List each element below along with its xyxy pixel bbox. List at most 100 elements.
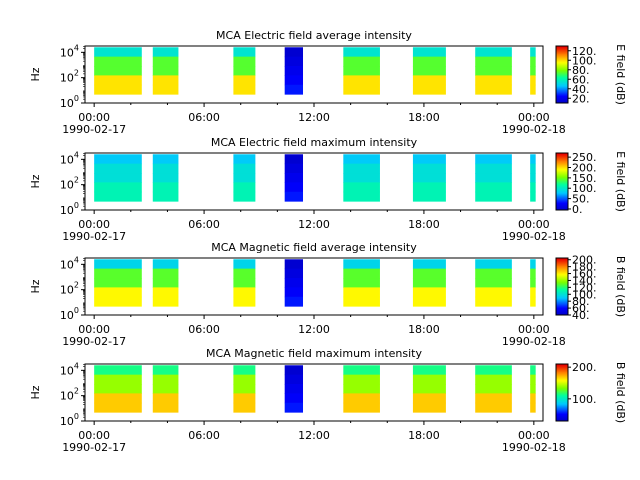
colorbar-cell (556, 375, 568, 377)
colorbar-tick-label: 180. (572, 261, 597, 274)
colorbar-cell (556, 311, 568, 313)
colorbar-cell (556, 287, 568, 289)
colorbar-cell (556, 63, 568, 65)
colorbar-cell (556, 156, 568, 159)
spectrogram-cell (412, 384, 446, 394)
colorbar-cell (556, 416, 568, 418)
colorbar-cell (556, 188, 568, 190)
spectrogram-segment (475, 365, 512, 413)
y-tick-label: 104 (60, 150, 79, 166)
spectrogram-cell (152, 287, 179, 298)
colorbar-cell (556, 46, 568, 49)
colorbar-cell (556, 192, 568, 195)
spectrogram-cell (530, 259, 536, 270)
spectrogram-cell (152, 191, 179, 202)
colorbar-cell (556, 273, 568, 275)
colorbar-frame (555, 363, 569, 422)
spectrogram-segment (94, 259, 142, 307)
colorbar-cell (556, 161, 568, 163)
colorbar-label: B field (dB) (614, 362, 627, 423)
spectrogram-cell (475, 384, 512, 394)
spectrogram-segment (530, 259, 536, 307)
spectrogram-cell (152, 374, 179, 385)
spectrogram-cell (152, 402, 179, 413)
spectrogram-cell (343, 47, 380, 58)
spectrogram-cell (284, 365, 304, 376)
colorbar-cell (556, 64, 568, 66)
spectrogram-cell (530, 173, 536, 183)
spectrogram-cell (233, 191, 256, 202)
colorbar-cell (556, 262, 568, 265)
colorbar-cell (556, 77, 568, 79)
spectrogram-cell (475, 182, 512, 193)
spectrogram-cell (530, 393, 536, 404)
colorbar-cell (556, 373, 568, 375)
spectrogram-cell (530, 47, 536, 58)
spectrogram-cell (233, 56, 256, 67)
colorbar-cell (556, 194, 568, 197)
spectrogram-cell (412, 268, 446, 279)
x-date-label: 1990-02-18 (502, 230, 566, 243)
colorbar-cell (556, 277, 568, 279)
colorbar-tick-label: 60. (572, 302, 590, 315)
spectrogram-cell (343, 259, 380, 270)
colorbar-cell (556, 385, 568, 388)
spectrogram-segment (233, 365, 256, 413)
colorbar-cell (556, 175, 568, 178)
colorbar-cell (556, 408, 568, 410)
colorbar-cell (556, 167, 568, 169)
spectrogram-segment (152, 365, 179, 413)
colorbar-cell (556, 364, 568, 367)
colorbar-cell (556, 264, 568, 266)
colorbar-cell (556, 98, 568, 100)
spectrogram-cell (284, 402, 304, 413)
spectrogram-cell (530, 278, 536, 288)
colorbar-cell (556, 309, 568, 311)
colorbar-cell (556, 74, 568, 76)
x-tick-label: 06:00 (188, 429, 220, 442)
spectrogram-cell (284, 182, 304, 193)
colorbar-cell (556, 261, 568, 264)
colorbar-tick-label: 200. (572, 361, 597, 374)
spectrogram-cell (94, 84, 142, 95)
colorbar-cell (556, 272, 568, 274)
colorbar: 40.60.80.100.120.140.160.180.200. B field… (555, 254, 627, 322)
colorbar-cell (556, 301, 568, 304)
y-tick-label: 102 (60, 69, 79, 85)
spectrogram-cell (475, 278, 512, 288)
colorbar-cell (556, 186, 568, 188)
colorbar-tick-label: 50. (572, 193, 590, 206)
spectrogram-segment (94, 365, 142, 413)
colorbar-cell (556, 46, 568, 48)
colorbar-cell (556, 269, 568, 271)
spectrogram-cell (284, 287, 304, 298)
y-axis-label: Hz (29, 67, 42, 81)
spectrogram-cell (475, 75, 512, 86)
spectrogram-cell (233, 296, 256, 307)
spectrogram-cell (94, 287, 142, 298)
x-tick-label: 18:00 (408, 218, 440, 231)
spectrogram-cell (284, 56, 304, 67)
colorbar-cell (556, 308, 568, 310)
spectrogram-cell (233, 154, 256, 165)
colorbar-cell (556, 290, 568, 292)
colorbar-cell (556, 278, 568, 281)
colorbar-tick-label: 80. (572, 64, 590, 77)
x-tick-label: 06:00 (188, 111, 220, 124)
spectrogram-cell (343, 154, 380, 165)
colorbar-cell (556, 89, 568, 92)
spectrogram-cell (233, 384, 256, 394)
spectrogram-cell (152, 384, 179, 394)
spectrogram-cell (475, 191, 512, 202)
spectrogram-cell (284, 75, 304, 86)
x-tick-label: 18:00 (408, 323, 440, 336)
colorbar-cell (556, 84, 568, 87)
colorbar-cell (556, 381, 568, 383)
spectrogram-cell (530, 182, 536, 193)
x-tick-label: 00:00 (518, 111, 550, 124)
colorbar-cell (556, 91, 568, 93)
colorbar-cell (556, 93, 568, 95)
colorbar-cell (556, 168, 568, 170)
x-tick-label: 00:00 (78, 218, 110, 231)
spectrogram-segment (412, 47, 446, 95)
